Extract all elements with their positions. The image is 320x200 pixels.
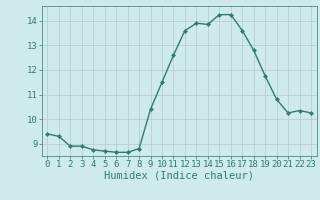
X-axis label: Humidex (Indice chaleur): Humidex (Indice chaleur) [104, 171, 254, 181]
